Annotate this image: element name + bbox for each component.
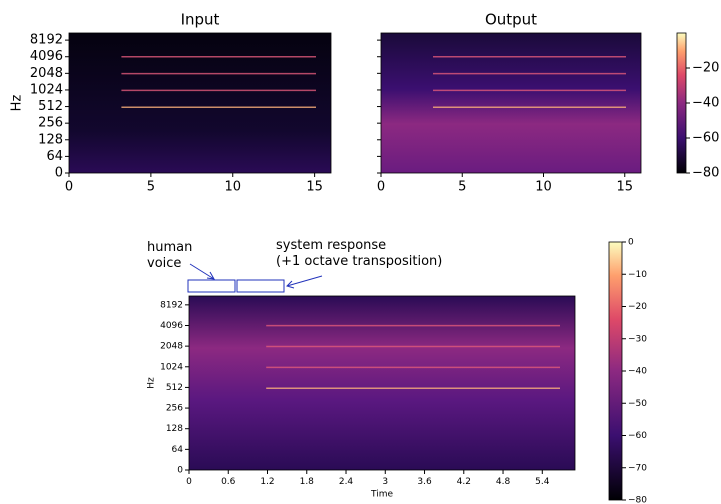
x-tick-label: 5: [147, 179, 155, 194]
spectrogram-texture: [433, 56, 626, 108]
colorbar-tick-label: −60: [692, 131, 719, 146]
colorbar-tick-label: −40: [692, 96, 719, 111]
x-tick-label: 10: [224, 179, 241, 194]
y-axis-label: Hz: [147, 377, 157, 389]
x-tick-label: 5: [458, 179, 466, 194]
x-tick-label: 15: [616, 179, 633, 194]
annotation: human voice system response (+1 octave tra…: [147, 238, 442, 293]
annotation-box: [236, 279, 285, 293]
annotation-box: [187, 279, 236, 293]
y-axis-label: Hz: [10, 95, 25, 112]
y-tick-label: 256: [166, 404, 183, 414]
x-tick-label: 4.8: [496, 477, 511, 487]
y-tick-label: 512: [38, 99, 63, 114]
colorbar: [608, 241, 623, 501]
x-tick-label: 3: [382, 477, 388, 487]
colorbar-tick-label: −20: [628, 302, 647, 312]
colorbar-tick-label: −10: [628, 270, 647, 280]
spectrogram-image: [189, 296, 575, 470]
x-tick-label: 1.2: [260, 477, 274, 487]
colorbar-tick-label: −20: [692, 61, 719, 76]
y-tick-label: 4096: [160, 321, 183, 331]
colorbar-tick-label: −80: [628, 496, 647, 504]
annotation-text: system response (+1 octave transposition): [276, 238, 442, 269]
y-tick-label: 0: [55, 166, 63, 181]
x-tick-label: 5.4: [535, 477, 550, 487]
y-tick-label: 128: [38, 132, 63, 147]
colorbar-tick-label: −80: [692, 166, 719, 181]
y-tick-label: 4096: [30, 49, 63, 64]
chart-title: Output: [485, 11, 537, 29]
y-tick-label: 1024: [160, 362, 183, 372]
y-tick-label: 2048: [30, 66, 63, 81]
spectrogram-texture: [266, 324, 560, 389]
x-tick-label: 10: [535, 179, 552, 194]
colorbar-tick-label: 0: [628, 238, 634, 248]
y-tick-label: 64: [172, 445, 184, 455]
x-tick-label: 2.4: [339, 477, 354, 487]
x-tick-label: 1.8: [300, 477, 315, 487]
spectrogram-image: [381, 33, 641, 173]
annotation-line: voice: [147, 256, 181, 271]
annotation-arrow: [189, 263, 215, 280]
colorbar-tick-label: −60: [628, 431, 647, 441]
annotation-line: human: [147, 240, 192, 255]
x-tick-label: 0: [377, 179, 385, 194]
x-tick-label: 4.2: [457, 477, 471, 487]
y-tick-label: 512: [166, 383, 183, 393]
spectrogram-image: [69, 33, 331, 173]
x-axis-label: Time: [370, 490, 393, 500]
x-tick-label: 0.6: [221, 477, 236, 487]
y-tick-label: 8192: [160, 300, 183, 310]
plot-frame: [68, 32, 332, 174]
colorbar-tick-label: −70: [628, 463, 647, 473]
annotation-line: (+1 octave transposition): [276, 254, 442, 269]
x-tick-label: 0: [186, 477, 192, 487]
colorbar-tick-label: −30: [628, 334, 647, 344]
colorbar-tick-label: −40: [628, 367, 647, 377]
plot-frame: [380, 32, 642, 174]
x-tick-label: 15: [306, 179, 323, 194]
annotation-arrow: [286, 275, 323, 289]
annotation-line: system response: [276, 238, 386, 253]
y-tick-label: 2048: [160, 342, 183, 352]
colorbar: [676, 32, 687, 174]
y-tick-label: 128: [166, 424, 183, 434]
y-tick-label: 8192: [30, 33, 63, 48]
y-tick-label: 1024: [30, 82, 63, 97]
y-tick-label: 64: [46, 149, 63, 164]
x-tick-label: 3.6: [417, 477, 432, 487]
y-tick-label: 256: [38, 116, 63, 131]
x-tick-label: 0: [65, 179, 73, 194]
y-tick-label: 0: [177, 466, 183, 476]
plot-frame: [188, 295, 576, 471]
spectrogram-texture: [121, 56, 316, 108]
annotation-text: human voice: [147, 240, 192, 271]
colorbar-tick-label: −50: [628, 399, 647, 409]
chart-title: Input: [181, 11, 220, 29]
